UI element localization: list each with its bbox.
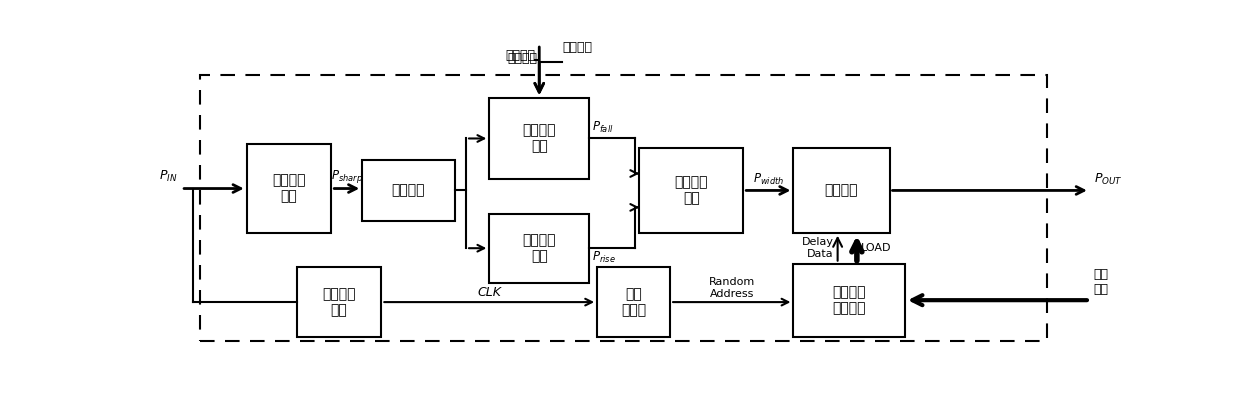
Text: 脉冲锐化
电路: 脉冲锐化 电路 bbox=[273, 174, 306, 204]
Text: $P_{IN}$: $P_{IN}$ bbox=[159, 169, 177, 184]
Text: Random
Address: Random Address bbox=[708, 278, 755, 299]
FancyBboxPatch shape bbox=[490, 98, 589, 179]
Text: 脉冲合成
电路: 脉冲合成 电路 bbox=[675, 175, 708, 206]
FancyBboxPatch shape bbox=[794, 148, 889, 233]
Text: $P_{fall}$: $P_{fall}$ bbox=[591, 120, 613, 135]
Text: 脉宽调节
电路: 脉宽调节 电路 bbox=[522, 123, 556, 154]
Text: Delay
Data: Delay Data bbox=[802, 238, 833, 259]
Text: 脉宽数据: 脉宽数据 bbox=[507, 52, 537, 65]
Text: 扇出电路: 扇出电路 bbox=[392, 184, 425, 198]
Text: 脉宽数据: 脉宽数据 bbox=[563, 41, 593, 54]
Text: 延迟补偿
电路: 延迟补偿 电路 bbox=[522, 233, 556, 263]
FancyBboxPatch shape bbox=[247, 144, 331, 233]
Text: 脉宽数据: 脉宽数据 bbox=[506, 49, 536, 62]
Text: 延迟数据
存储电路: 延迟数据 存储电路 bbox=[832, 285, 866, 315]
FancyBboxPatch shape bbox=[794, 264, 905, 337]
FancyBboxPatch shape bbox=[490, 214, 589, 283]
FancyBboxPatch shape bbox=[362, 160, 455, 221]
FancyBboxPatch shape bbox=[640, 148, 743, 233]
FancyBboxPatch shape bbox=[296, 268, 382, 337]
Text: $P_{sharp}$: $P_{sharp}$ bbox=[331, 168, 362, 186]
Text: 延迟电路: 延迟电路 bbox=[825, 184, 858, 198]
Text: 延迟
数据: 延迟 数据 bbox=[1094, 268, 1109, 296]
Text: LOAD: LOAD bbox=[861, 243, 892, 253]
Text: 相位矫正
电路: 相位矫正 电路 bbox=[322, 287, 356, 317]
Text: 地址
控制器: 地址 控制器 bbox=[621, 287, 646, 317]
Text: CLK: CLK bbox=[477, 286, 501, 299]
FancyBboxPatch shape bbox=[596, 268, 670, 337]
Text: $P_{rise}$: $P_{rise}$ bbox=[591, 250, 615, 265]
Text: $P_{width}$: $P_{width}$ bbox=[753, 172, 784, 187]
Text: $P_{OUT}$: $P_{OUT}$ bbox=[1094, 172, 1122, 187]
